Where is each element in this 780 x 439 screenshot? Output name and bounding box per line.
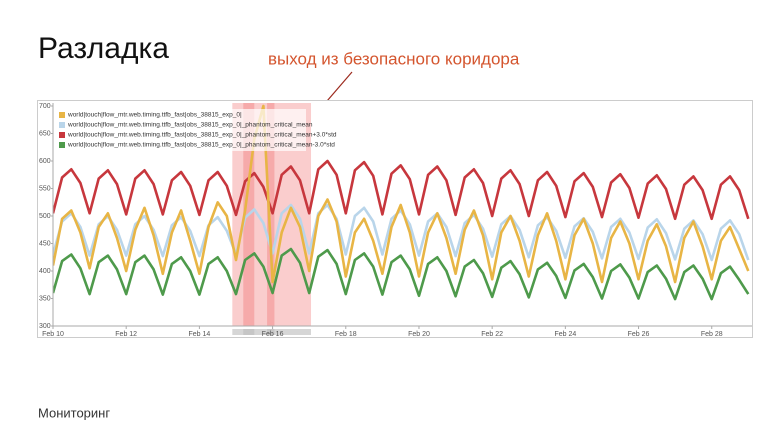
y-tick-label: 350: [39, 295, 51, 302]
annotation: выход из безопасного коридора: [268, 49, 520, 68]
legend-box: [56, 109, 306, 151]
legend-swatch: [59, 112, 65, 118]
y-tick-label: 400: [39, 268, 51, 275]
legend-swatch: [59, 132, 65, 138]
x-tick-label: Feb 22: [481, 331, 503, 338]
legend-swatch: [59, 122, 65, 128]
y-tick-label: 700: [39, 103, 51, 110]
legend-swatch: [59, 142, 65, 148]
highlight-band: [267, 103, 275, 326]
y-tick-label: 450: [39, 240, 51, 247]
x-tick-label: Feb 24: [554, 331, 576, 338]
x-tick-label: Feb 16: [262, 331, 284, 338]
series-line: [53, 203, 750, 262]
x-tick-label: Feb 18: [335, 331, 357, 338]
legend-label: world|touch|flow_mtr.web.timing.ttfb_fas…: [67, 142, 335, 149]
legend-label: world|touch|flow_mtr.web.timing.ttfb_fas…: [67, 132, 337, 139]
x-tick-label: Feb 10: [42, 331, 64, 338]
y-tick-label: 600: [39, 158, 51, 165]
legend-label: world|touch|flow_mtr.web.timing.ttfb_fas…: [67, 122, 313, 129]
series-line: [53, 159, 750, 221]
x-tick-label: Feb 20: [408, 331, 430, 338]
series-line: [53, 247, 750, 301]
y-tick-label: 300: [39, 323, 51, 330]
legend-label: world|touch|flow_mtr.web.timing.ttfb_fas…: [67, 112, 242, 119]
y-tick-label: 550: [39, 185, 51, 192]
x-tick-label: Feb 14: [188, 331, 210, 338]
x-tick-label: Feb 26: [628, 331, 650, 338]
slide-title: Разладка: [38, 32, 169, 65]
legend: world|touch|flow_mtr.web.timing.ttfb_fas…: [56, 109, 337, 151]
plot: 300 350 400 450 500 550 600 650 700 Feb 10 Feb 12 F…: [39, 103, 752, 338]
series-line: [53, 104, 750, 284]
y-tick-label: 650: [39, 130, 51, 137]
y-tick-label: 500: [39, 213, 51, 220]
highlight-axis-band: [243, 329, 255, 335]
highlight-axis-band: [267, 329, 275, 335]
x-tick-label: Feb 12: [115, 331, 137, 338]
footer: Мониторинг: [38, 405, 110, 420]
x-tick-label: Feb 28: [701, 331, 723, 338]
